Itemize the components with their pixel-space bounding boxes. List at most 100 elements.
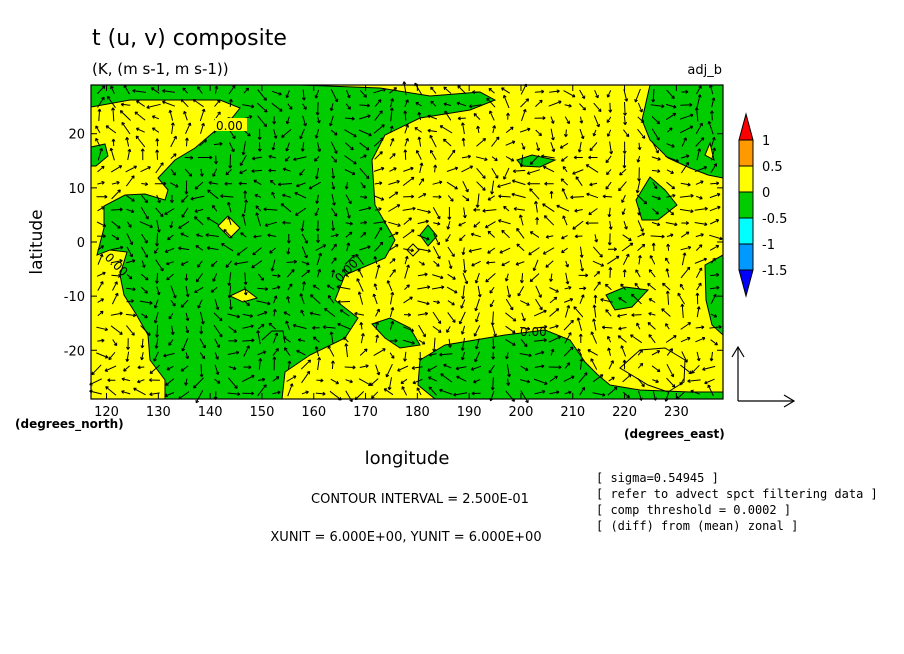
wind-vector <box>696 195 703 200</box>
wind-vector <box>315 220 320 232</box>
wind-vector <box>579 103 586 111</box>
wind-vector <box>154 247 159 254</box>
wind-vector <box>589 142 598 152</box>
wind-vector <box>111 273 122 278</box>
wind-vector <box>535 99 543 107</box>
wind-vector <box>650 234 665 239</box>
wind-vector <box>168 109 174 121</box>
wind-vector <box>520 338 528 348</box>
wind-vector <box>695 122 703 135</box>
wind-vector <box>474 298 480 312</box>
wind-vector <box>169 221 174 229</box>
wind-vector <box>146 103 161 109</box>
wind-vector <box>153 299 159 309</box>
wind-vector <box>326 284 335 290</box>
wind-vector <box>154 272 159 284</box>
vector-field <box>89 81 723 404</box>
wind-vector <box>607 255 620 265</box>
wind-vector <box>576 317 583 331</box>
wind-vector <box>315 102 320 116</box>
wind-vector <box>194 216 204 226</box>
wind-vector <box>606 90 612 98</box>
wind-vector <box>443 86 452 94</box>
wind-vector <box>637 220 644 232</box>
wind-vector <box>549 375 558 382</box>
wind-vector <box>140 206 149 220</box>
wind-vector <box>199 168 204 177</box>
wind-vector <box>418 351 423 361</box>
wind-vector <box>709 205 721 212</box>
wind-vector <box>336 285 351 290</box>
wind-vector <box>429 134 437 148</box>
wind-vector <box>330 129 338 136</box>
wind-vector <box>694 257 708 264</box>
wind-vector <box>287 383 294 397</box>
wind-vector <box>694 222 708 227</box>
wind-vector <box>542 203 555 213</box>
wind-vector <box>257 377 266 382</box>
wind-vector <box>458 311 466 325</box>
wind-vector <box>389 258 396 264</box>
wind-vector <box>428 352 437 357</box>
wind-vector <box>606 129 612 137</box>
wind-vector <box>709 234 723 241</box>
wind-vector <box>310 294 321 305</box>
wind-vector <box>710 313 718 318</box>
wind-vector <box>550 348 555 356</box>
wind-vector <box>619 168 627 176</box>
wind-vector <box>225 169 233 176</box>
wind-vector <box>529 155 540 165</box>
wind-vector <box>561 234 568 240</box>
wind-vector <box>403 110 408 121</box>
wind-vector <box>257 128 262 140</box>
wind-vector <box>385 363 393 378</box>
wind-vector <box>359 364 369 369</box>
wind-vector <box>344 169 356 176</box>
wind-vector <box>430 100 437 107</box>
wind-vector <box>446 166 459 172</box>
wind-vector <box>389 107 394 122</box>
wind-vector <box>272 348 279 357</box>
wind-vector <box>243 272 248 285</box>
wind-vector <box>447 149 456 160</box>
wind-vector <box>180 232 189 238</box>
wind-vector <box>443 102 452 107</box>
wind-vector <box>293 156 307 162</box>
wind-vector <box>680 182 691 187</box>
wind-vector <box>344 254 355 265</box>
wind-vector <box>227 313 241 319</box>
wind-vector <box>687 379 701 384</box>
wind-vector <box>212 204 218 212</box>
wind-vector <box>214 352 219 360</box>
wind-vector <box>389 320 395 330</box>
wind-vector <box>354 311 365 316</box>
colorbar-label: 1 <box>762 134 770 149</box>
wind-vector <box>404 264 410 279</box>
wind-vector <box>622 269 627 278</box>
wind-vector <box>453 392 468 397</box>
wind-vector <box>484 221 496 229</box>
wind-vector <box>666 348 673 356</box>
wind-vector <box>163 352 175 358</box>
wind-vector <box>140 166 151 173</box>
wind-vector <box>432 274 444 280</box>
wind-vector <box>375 364 381 376</box>
wind-vector <box>550 128 555 141</box>
wind-vector <box>417 136 422 147</box>
wind-vector <box>314 168 319 180</box>
wind-vector <box>315 391 326 396</box>
wind-vector <box>608 360 614 370</box>
wind-vector <box>96 271 106 277</box>
wind-vector <box>300 142 305 152</box>
wind-vector <box>286 375 297 382</box>
wind-vector <box>243 300 250 307</box>
wind-vector <box>587 349 598 356</box>
wind-vector <box>302 115 307 127</box>
wind-vector <box>155 324 160 338</box>
wind-vector <box>622 374 632 383</box>
colorbar-segment <box>738 165 754 193</box>
wind-vector <box>636 194 648 205</box>
wind-vector <box>91 364 102 376</box>
wind-vector <box>373 137 384 147</box>
wind-vector <box>637 349 643 356</box>
